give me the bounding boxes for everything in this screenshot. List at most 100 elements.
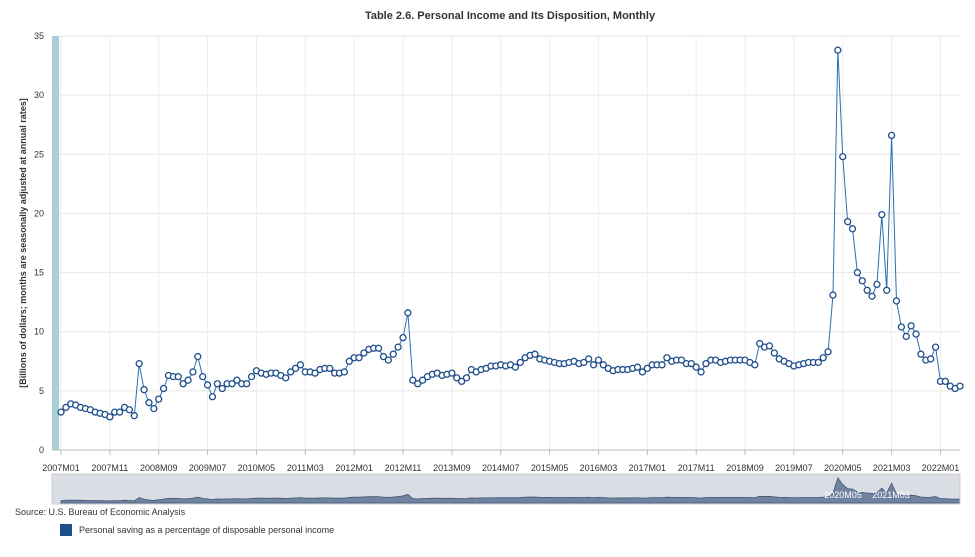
data-point[interactable] — [218, 384, 226, 393]
data-point[interactable] — [941, 377, 949, 386]
data-point[interactable] — [824, 348, 832, 356]
data-point[interactable] — [106, 413, 114, 421]
data-point[interactable] — [140, 386, 148, 394]
data-point[interactable] — [150, 404, 158, 413]
legend[interactable]: Personal saving as a percentage of dispo… — [60, 524, 334, 536]
data-point[interactable] — [296, 361, 305, 369]
data-point[interactable] — [697, 368, 705, 376]
data-point[interactable] — [174, 373, 182, 381]
data-point[interactable] — [247, 373, 256, 381]
data-point[interactable] — [638, 368, 647, 376]
data-point[interactable] — [839, 152, 847, 161]
legend-label[interactable]: Personal saving as a percentage of dispo… — [79, 525, 334, 535]
data-point[interactable] — [243, 380, 251, 388]
data-point[interactable] — [418, 376, 427, 384]
data-point[interactable] — [585, 355, 593, 363]
data-point[interactable] — [457, 377, 466, 386]
data-point[interactable] — [286, 368, 295, 376]
data-point[interactable] — [873, 280, 881, 289]
data-point[interactable] — [179, 380, 187, 388]
data-point[interactable] — [702, 359, 710, 368]
data-point[interactable] — [765, 342, 774, 350]
data-point[interactable] — [355, 354, 363, 362]
data-point[interactable] — [897, 323, 906, 331]
data-point[interactable] — [756, 339, 764, 348]
data-point[interactable] — [511, 363, 520, 371]
data-point[interactable] — [580, 358, 588, 367]
data-point[interactable] — [751, 361, 759, 369]
data-point[interactable] — [819, 354, 827, 362]
data-point[interactable] — [462, 374, 471, 382]
data-point[interactable] — [829, 291, 837, 299]
data-point[interactable] — [531, 350, 539, 358]
data-point[interactable] — [233, 376, 241, 384]
data-point[interactable] — [814, 358, 822, 367]
data-point[interactable] — [848, 225, 857, 233]
data-point[interactable] — [208, 393, 217, 401]
data-point[interactable] — [907, 322, 915, 330]
data-point[interactable] — [57, 408, 65, 416]
data-point[interactable] — [394, 343, 402, 351]
data-point[interactable] — [863, 286, 871, 294]
data-point[interactable] — [692, 363, 700, 371]
data-point[interactable] — [184, 376, 192, 384]
data-point[interactable] — [878, 210, 886, 219]
data-point[interactable] — [135, 359, 143, 368]
data-point[interactable] — [594, 356, 603, 364]
data-point[interactable] — [213, 380, 222, 388]
navigator-window[interactable] — [51, 473, 961, 505]
data-point[interactable] — [843, 218, 852, 226]
data-point[interactable] — [902, 332, 910, 341]
data-point[interactable] — [384, 356, 393, 364]
data-point[interactable] — [663, 354, 671, 362]
navigator[interactable]: 2020M05 2021M03 — [51, 473, 961, 505]
data-point[interactable] — [115, 408, 124, 416]
data-point[interactable] — [917, 350, 925, 358]
data-point[interactable] — [340, 368, 349, 376]
data-point[interactable] — [62, 403, 70, 412]
left-scrollbar[interactable] — [52, 36, 59, 450]
data-point[interactable] — [399, 333, 407, 342]
data-point[interactable] — [912, 330, 920, 338]
data-point[interactable] — [927, 355, 935, 363]
data-point[interactable] — [228, 380, 236, 388]
data-point[interactable] — [145, 399, 153, 407]
data-point[interactable] — [834, 46, 842, 54]
data-point[interactable] — [658, 361, 666, 369]
data-point[interactable] — [199, 373, 207, 381]
data-point[interactable] — [677, 356, 686, 364]
data-point[interactable] — [883, 286, 891, 294]
data-point[interactable] — [155, 395, 163, 403]
data-point[interactable] — [414, 380, 422, 388]
data-point[interactable] — [189, 368, 197, 376]
data-point[interactable] — [858, 277, 866, 285]
data-point[interactable] — [374, 344, 383, 352]
data-point[interactable] — [311, 369, 319, 377]
data-point[interactable] — [633, 363, 642, 371]
data-point[interactable] — [360, 349, 368, 357]
data-point[interactable] — [404, 309, 412, 317]
data-point[interactable] — [687, 359, 695, 368]
data-point[interactable] — [194, 352, 202, 361]
data-point[interactable] — [770, 349, 778, 357]
data-point[interactable] — [599, 361, 607, 369]
data-point[interactable] — [159, 384, 168, 393]
data-point[interactable] — [409, 376, 417, 384]
data-point[interactable] — [326, 364, 334, 373]
data-point[interactable] — [130, 412, 138, 420]
data-point[interactable] — [887, 131, 896, 140]
data-point[interactable] — [453, 374, 461, 382]
data-point[interactable] — [931, 343, 940, 351]
data-point[interactable] — [643, 364, 651, 373]
data-point[interactable] — [589, 361, 598, 369]
data-point[interactable] — [389, 350, 397, 358]
data-point[interactable] — [892, 297, 901, 305]
data-point[interactable] — [203, 381, 212, 389]
data-point[interactable] — [379, 352, 388, 361]
data-point[interactable] — [125, 406, 134, 414]
data-point[interactable] — [956, 382, 964, 390]
data-point[interactable] — [291, 364, 300, 373]
data-point[interactable] — [345, 357, 353, 365]
data-point[interactable] — [853, 268, 862, 277]
data-point[interactable] — [282, 374, 290, 382]
